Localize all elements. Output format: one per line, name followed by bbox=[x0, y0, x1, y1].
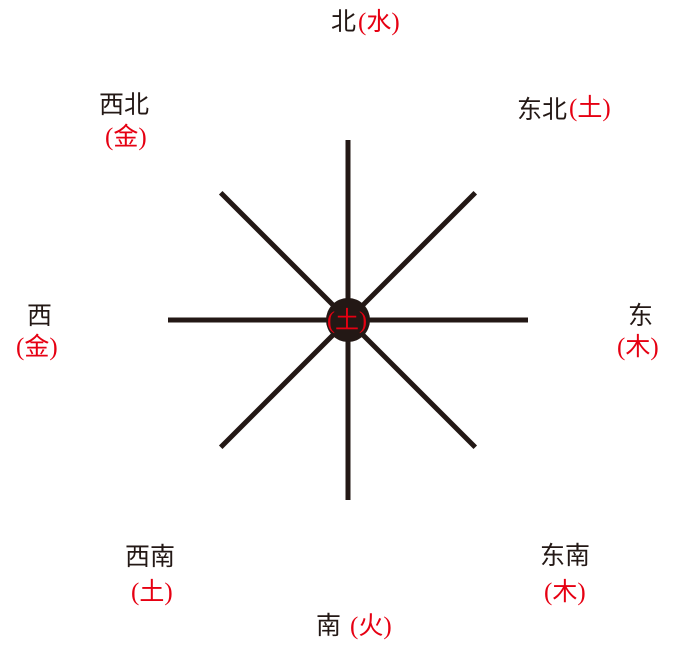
direction-label-north: 北 bbox=[331, 8, 356, 38]
direction-label-northeast: 东北 bbox=[517, 96, 567, 126]
direction-label-northwest: 西北 bbox=[99, 91, 149, 121]
direction-label-southwest: 西南 bbox=[125, 543, 175, 573]
direction-label-south: 南 bbox=[316, 612, 341, 642]
element-label-northeast: (土) bbox=[569, 94, 611, 124]
center-element-label: (土) bbox=[327, 307, 367, 336]
element-label-south: (火) bbox=[350, 612, 392, 642]
element-label-northwest: (金) bbox=[105, 123, 147, 153]
element-label-southwest: (土) bbox=[131, 578, 173, 608]
element-label-north: (水) bbox=[358, 8, 400, 38]
direction-label-east: 东 bbox=[628, 302, 653, 332]
element-label-southeast: (木) bbox=[544, 578, 586, 608]
direction-label-west: 西 bbox=[27, 302, 52, 332]
element-label-east: (木) bbox=[617, 333, 659, 363]
direction-label-southeast: 东南 bbox=[540, 542, 590, 572]
element-label-west: (金) bbox=[16, 333, 58, 363]
